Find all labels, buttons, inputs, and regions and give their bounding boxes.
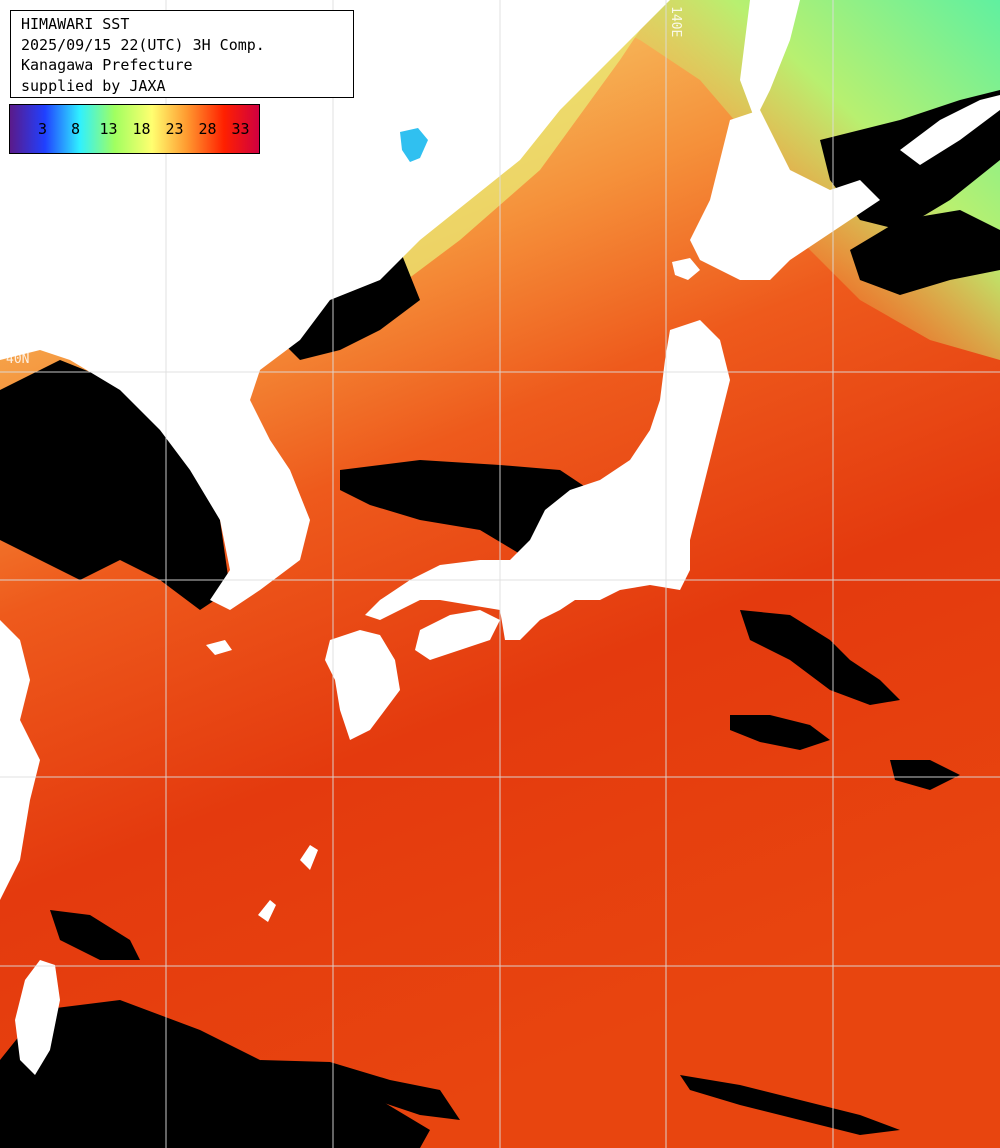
legend-tick: 28 xyxy=(198,120,217,138)
cloud-south-2 xyxy=(260,1060,460,1120)
cloud-japan-sea-south xyxy=(340,460,590,560)
legend-tick: 13 xyxy=(99,120,118,138)
cloud-masks xyxy=(0,90,1000,1148)
map-title: HIMAWARI SST xyxy=(21,15,130,33)
land-kyushu xyxy=(325,630,400,740)
legend-tick: 8 xyxy=(70,120,81,138)
cloud-pacific-east-2 xyxy=(730,715,830,750)
land-china-coast xyxy=(0,620,40,900)
small-island-cyan xyxy=(400,128,428,162)
land-sakhalin xyxy=(740,0,800,120)
info-box: HIMAWARI SST 2025/09/15 22(UTC) 3H Comp.… xyxy=(10,10,354,98)
lon-label-140e: 140E xyxy=(668,6,683,38)
land-ryukyu xyxy=(258,900,276,922)
legend-color-bar xyxy=(10,105,259,153)
land-taiwan xyxy=(15,960,60,1075)
land-oki xyxy=(206,640,232,655)
cloud-south-1 xyxy=(0,1000,430,1148)
legend-tick: 3 xyxy=(37,120,48,138)
map-datetime: 2025/09/15 22(UTC) 3H Comp. xyxy=(21,35,265,54)
cloud-korea-west xyxy=(0,360,230,610)
land-kuril-east xyxy=(900,95,1000,165)
land-shikoku xyxy=(415,610,500,660)
cloud-pacific-east-1 xyxy=(740,610,900,705)
lat-label-30n: 30N xyxy=(4,760,28,775)
cloud-southwest-1 xyxy=(50,910,140,960)
legend-tick: 23 xyxy=(165,120,184,138)
land-honshu xyxy=(365,320,730,640)
legend-tick: 33 xyxy=(231,120,250,138)
cloud-pacific-east-3 xyxy=(890,760,960,790)
cloud-northeast-2 xyxy=(850,210,1000,295)
map-region: Kanagawa Prefecture xyxy=(21,56,193,74)
legend-tick: 18 xyxy=(132,120,151,138)
land-hokkaido xyxy=(690,110,880,280)
cloud-south-3 xyxy=(680,1075,900,1135)
temperature-legend: 3 8 13 18 23 28 33 xyxy=(9,104,260,154)
land-izu-islands xyxy=(300,845,318,870)
land-sado xyxy=(672,258,700,280)
lat-label-40n: 40N xyxy=(6,352,30,367)
map-credit: supplied by JAXA xyxy=(21,76,166,95)
